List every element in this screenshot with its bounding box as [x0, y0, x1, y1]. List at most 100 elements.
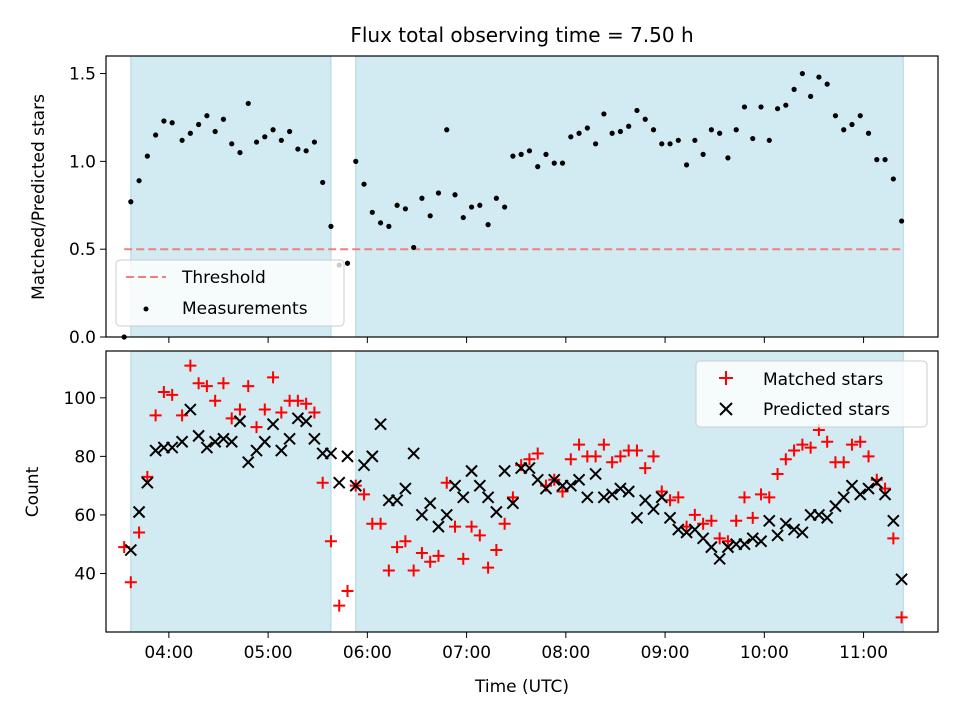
bot-series-1-point-91: [878, 488, 892, 501]
top-series-0-point-88: [849, 121, 855, 128]
bot-series-0-point-79: [771, 467, 784, 480]
bot-series-0-point-55: [573, 438, 586, 451]
top-series-0-point-13: [229, 141, 235, 147]
top-series-0-point-31: [377, 220, 384, 226]
bot-y-tick-label-3: 100: [64, 389, 96, 409]
bot-series-1-point-76: [754, 535, 768, 548]
bot-series-0-point-35: [407, 564, 420, 577]
bot-series-0-point-37: [424, 555, 437, 568]
top-series-0-point-87: [841, 127, 847, 133]
top-series-0-point-22: [303, 148, 309, 154]
bot-series-1-point-8: [192, 429, 205, 443]
x-tick-label-5: 09:00: [641, 643, 690, 663]
bot-series-1-point-83: [812, 508, 826, 522]
top-series-0-point-18: [270, 127, 276, 133]
bot-series-1-point-66: [672, 523, 685, 536]
bot-series-1-point-2: [141, 476, 154, 489]
bot-series-1-point-40: [457, 491, 470, 504]
top-series-0-point-53: [559, 160, 566, 166]
bottom-y-axis-label: Count: [23, 466, 43, 517]
bot-series-0-point-72: [713, 532, 726, 545]
bot-series-1-point-81: [796, 526, 809, 539]
bot-series-1-point-54: [572, 473, 586, 486]
bot-series-1-point-11: [217, 432, 230, 446]
top-y-tick-label-3: 1.5: [69, 65, 96, 85]
bot-series-1-point-3: [149, 444, 162, 457]
x-tick-label-0: 04:00: [144, 643, 193, 663]
top-series-0-point-43: [477, 202, 483, 208]
top-y-tick-label-2: 1.0: [69, 152, 96, 172]
top-series-0-point-45: [493, 195, 499, 201]
top-series-0-point-8: [187, 130, 193, 136]
bot-series-0-point-27: [341, 585, 354, 598]
bot-series-0-point-58: [597, 438, 610, 451]
top-series-0-point-20: [287, 128, 293, 135]
bot-series-0-point-62: [630, 444, 643, 457]
bot-series-0-point-7: [176, 409, 189, 422]
bottom-panel: 40 60 80 100 04:00 05:00 06:00 07:00 08:00 09:00…: [23, 350, 939, 697]
top-legend-measurements-label: Measurements: [182, 299, 308, 319]
bot-series-0-point-9: [192, 377, 205, 390]
bot-series-1-point-27: [349, 479, 362, 492]
top-axes-frame: [105, 55, 939, 338]
top-series-0-point-37: [427, 213, 433, 219]
bot-series-0-point-31: [374, 517, 387, 530]
bot-series-0-point-34: [399, 535, 412, 548]
x-axis-label: Time (UTC): [474, 677, 569, 697]
bot-series-0-point-25: [324, 535, 337, 548]
top-series-0-point-51: [543, 151, 549, 157]
bot-series-1-point-56: [589, 467, 602, 481]
bot-series-1-point-60: [622, 485, 635, 498]
top-series-0-point-93: [890, 176, 896, 182]
bot-series-0-point-15: [242, 380, 255, 393]
bot-series-0-point-8: [184, 359, 197, 372]
top-legend-box: [115, 259, 345, 327]
bot-series-1-point-19: [283, 432, 296, 446]
top-series-0-point-27: [344, 260, 351, 266]
bot-y-tick-label-1: 60: [74, 506, 96, 526]
bot-series-1-point-61: [630, 511, 644, 525]
bottom-axes-frame: [105, 350, 939, 633]
top-legend-threshold-label: Threshold: [181, 268, 266, 288]
bot-series-0-point-49: [523, 453, 536, 466]
bot-series-0-point-83: [804, 441, 817, 454]
bot-series-0-point-23: [308, 406, 321, 419]
bottom-legend: Matched stars Predicted stars: [695, 360, 928, 428]
bot-series-1-point-86: [837, 491, 850, 504]
top-series-0-point-15: [245, 100, 251, 107]
top-series-0-point-50: [535, 164, 541, 170]
top-series-0-point-67: [675, 137, 681, 143]
bot-series-0-point-42: [465, 520, 478, 533]
bot-series-1-point-90: [870, 476, 884, 489]
top-series-0-point-94: [899, 218, 905, 224]
bot-series-0-point-87: [837, 456, 850, 469]
bot-series-0-point-33: [391, 541, 404, 554]
top-series-0-point-78: [766, 137, 772, 143]
bot-series-0-point-53: [556, 485, 569, 498]
bot-series-1-point-57: [597, 491, 611, 504]
bot-series-0-point-4: [149, 409, 162, 422]
bot-series-0-point-43: [473, 529, 486, 542]
bot-y-tick-label-2: 80: [74, 447, 96, 467]
top-series-0-point-5: [161, 118, 167, 124]
top-series-0-point-68: [683, 162, 690, 168]
bot-series-0-point-24: [316, 476, 329, 489]
bot-series-0-point-3: [141, 470, 154, 483]
bot-y-tick-label-0: 40: [74, 564, 96, 584]
bot-series-1-point-64: [655, 491, 668, 504]
bot-series-1-point-41: [465, 464, 478, 478]
top-series-0-point-9: [196, 121, 202, 128]
bottom-legend-predicted-swatch: [719, 402, 733, 416]
bot-series-0-point-59: [606, 456, 619, 469]
bot-series-1-point-33: [399, 482, 412, 495]
bot-series-0-point-16: [250, 421, 263, 434]
bot-series-1-point-84: [820, 511, 834, 525]
bot-series-0-point-60: [614, 450, 627, 463]
bot-series-1-point-65: [663, 511, 677, 525]
top-series-0-point-69: [692, 137, 698, 143]
bot-observing-window-0: [130, 350, 332, 633]
bot-series-1-point-5: [165, 441, 179, 454]
top-series-0-point-25: [328, 223, 334, 229]
bot-series-0-point-18: [267, 371, 280, 384]
